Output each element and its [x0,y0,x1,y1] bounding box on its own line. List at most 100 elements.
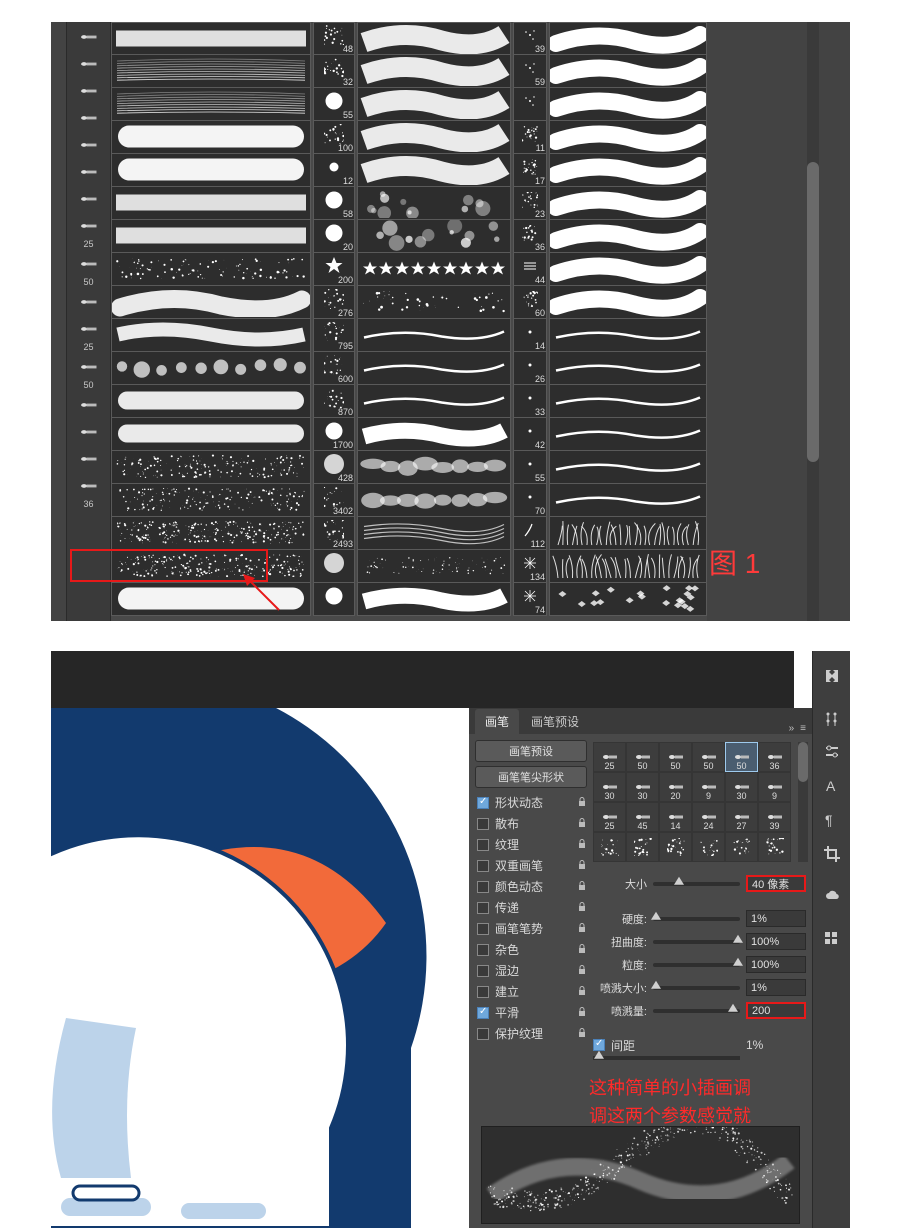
brush-stroke-preview[interactable] [357,286,511,319]
brush-tool-icon[interactable] [70,133,108,157]
brush-stroke-preview[interactable] [549,418,707,451]
brush-stroke-preview[interactable] [357,220,511,253]
brush-option-row[interactable]: 纹理 [475,834,587,855]
brush-stroke-preview[interactable] [357,55,511,88]
brush-tip-thumb[interactable]: 32 [313,55,355,88]
checkbox[interactable] [477,1028,489,1040]
brush-tip-thumb[interactable]: 795 [313,319,355,352]
brush-tip-cell[interactable]: 25 [593,802,626,832]
brush-tip-cell[interactable]: 9 [692,772,725,802]
brush-option-row[interactable]: 画笔笔势 [475,918,587,939]
brush-stroke-preview[interactable] [111,583,311,616]
brush-stroke-preview[interactable] [111,550,311,583]
checkbox[interactable] [477,881,489,893]
brush-tip-thumb[interactable]: 11 [513,121,547,154]
brush-tip-thumb[interactable]: 134 [513,550,547,583]
brush-tip-thumb[interactable]: 33 [513,385,547,418]
brush-option-row[interactable]: 平滑 [475,1002,587,1023]
brush-tool-icon[interactable] [70,214,108,238]
brush-tip-thumb[interactable]: 23 [513,187,547,220]
brush-tip-cell[interactable]: 50 [725,742,758,772]
spacing-value[interactable]: 1% [746,1038,806,1052]
paragraph-icon[interactable]: ¶ [813,803,851,837]
brush-tip-cell[interactable]: 24 [692,802,725,832]
brush-tip-thumb[interactable]: 276 [313,286,355,319]
brush-tip-thumb[interactable]: 36 [513,220,547,253]
brush-stroke-preview[interactable] [111,517,311,550]
brush-tool-icon[interactable] [70,79,108,103]
brush-tip-thumb[interactable]: 870 [313,385,355,418]
brush-option-row[interactable]: 形状动态 [475,792,587,813]
tab-brush[interactable]: 画笔 [475,709,519,734]
scrollbar-thumb[interactable] [807,162,819,462]
brush-tool-icon[interactable] [70,447,108,471]
brush-tool-icon[interactable] [70,393,108,417]
brush-tip-thumb[interactable]: 428 [313,451,355,484]
brush-stroke-preview[interactable] [111,220,311,253]
brush-tip-cell[interactable]: 50 [626,742,659,772]
brush-tip-thumb[interactable]: 74 [513,583,547,616]
checkbox[interactable] [477,797,489,809]
brush-tip-thumb[interactable]: 55 [313,88,355,121]
brush-tip-thumb[interactable]: 60 [513,286,547,319]
brush-tip-cell[interactable] [593,832,626,862]
brush-stroke-preview[interactable] [549,451,707,484]
expand-icon[interactable]: » [789,723,795,734]
brush-stroke-preview[interactable] [549,385,707,418]
checkbox[interactable] [477,839,489,851]
brush-stroke-preview[interactable] [111,418,311,451]
panel-menu-icon[interactable]: ≡ [800,723,806,734]
brush-option-row[interactable]: 建立 [475,981,587,1002]
brush-tip-thumb[interactable]: 200 [313,253,355,286]
libraries-icon[interactable] [813,921,851,955]
lock-icon[interactable] [577,880,587,894]
lock-icon[interactable] [577,817,587,831]
brush-stroke-preview[interactable] [357,319,511,352]
brush-stroke-preview[interactable] [111,286,311,319]
brush-tip-thumb[interactable]: 48 [313,22,355,55]
brush-stroke-preview[interactable] [357,550,511,583]
brush-stroke-preview[interactable] [549,286,707,319]
brush-stroke-preview[interactable] [357,583,511,616]
brush-tool-icon[interactable] [70,187,108,211]
brush-tip-thumb[interactable]: 17 [513,154,547,187]
brush-tip-thumb[interactable]: 112 [513,517,547,550]
brush-stroke-preview[interactable] [111,385,311,418]
brush-tip-cell[interactable] [725,832,758,862]
brush-option-row[interactable]: 散布 [475,813,587,834]
brush-stroke-preview[interactable] [549,319,707,352]
brush-stroke-preview[interactable] [111,88,311,121]
brush-stroke-preview[interactable] [549,583,707,616]
brush-stroke-preview[interactable] [549,220,707,253]
lock-icon[interactable] [577,796,587,810]
brush-tool-icon[interactable] [70,252,108,276]
brush-stroke-preview[interactable] [357,253,511,286]
brush-tip-thumb[interactable]: 26 [513,352,547,385]
slider-track[interactable] [653,940,740,944]
brush-tip-thumb[interactable]: 2493 [313,517,355,550]
type-icon[interactable]: A [813,769,851,803]
checkbox[interactable] [477,860,489,872]
brush-stroke-preview[interactable] [111,352,311,385]
brush-stroke-preview[interactable] [549,88,707,121]
brush-tip-cell[interactable]: 25 [593,742,626,772]
brush-tip-cell[interactable]: 14 [659,802,692,832]
slider-track[interactable] [653,963,740,967]
brush-option-row[interactable]: 湿边 [475,960,587,981]
brush-tip-thumb[interactable] [313,550,355,583]
spacing-slider[interactable] [593,1056,740,1060]
brush-tool-icon[interactable] [70,420,108,444]
brush-stroke-preview[interactable] [111,22,311,55]
brush-stroke-preview[interactable] [111,187,311,220]
brush-stroke-preview[interactable] [357,154,511,187]
creative-cloud-icon[interactable] [813,879,851,913]
brush-tip-thumb[interactable]: 12 [313,154,355,187]
brush-stroke-preview[interactable] [111,451,311,484]
brush-tool-icon[interactable] [70,355,108,379]
brush-stroke-preview[interactable] [357,418,511,451]
lock-icon[interactable] [577,901,587,915]
brush-tip-cell[interactable]: 50 [659,742,692,772]
checkbox[interactable] [477,923,489,935]
lock-icon[interactable] [577,1027,587,1041]
brush-presets-button[interactable]: 画笔预设 [475,740,587,762]
